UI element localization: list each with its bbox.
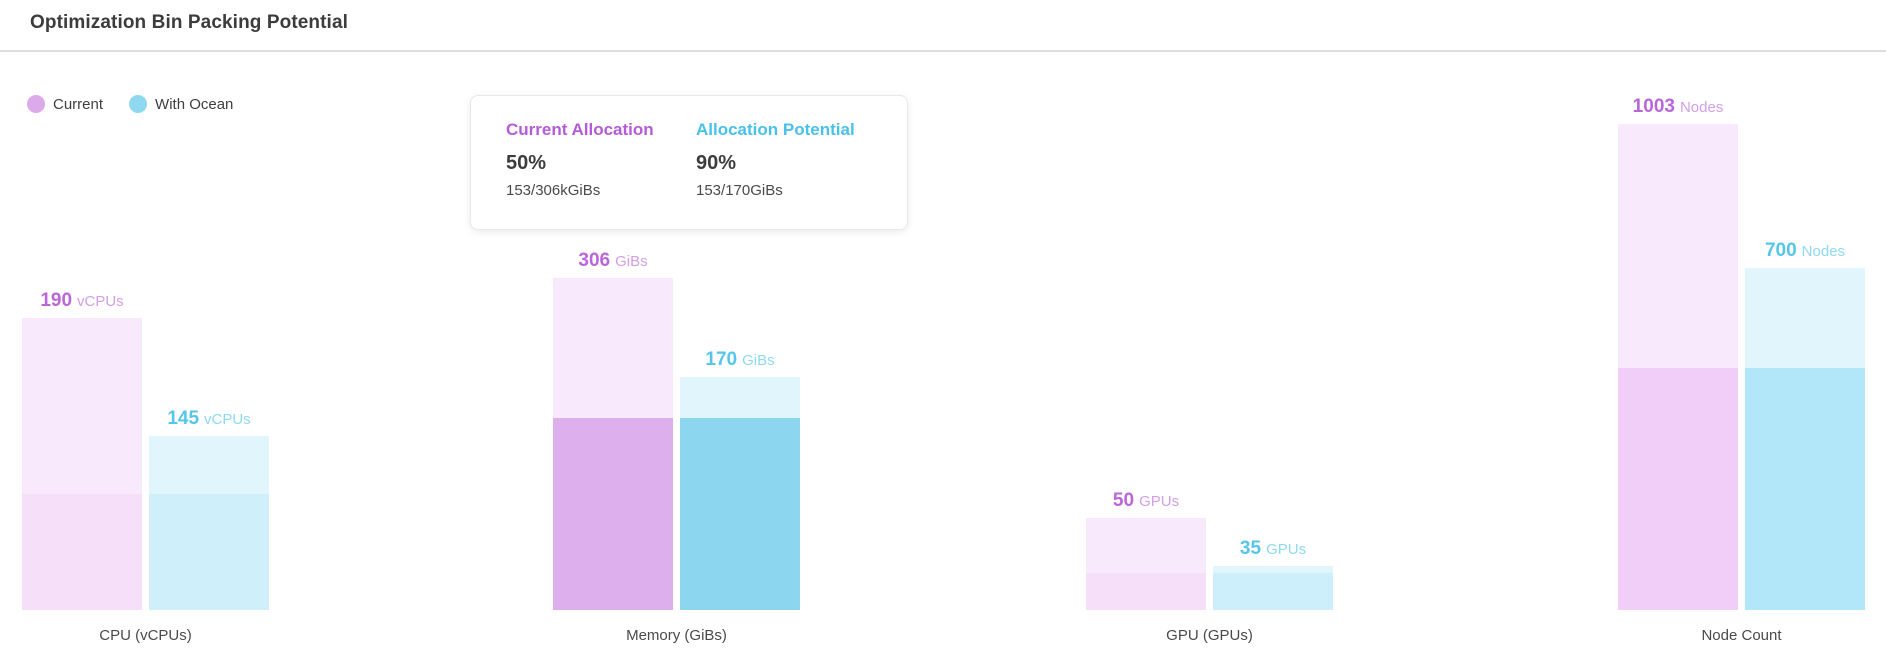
tooltip-column-allocation-potential: Allocation Potential 90% 153/170GiBs: [696, 120, 886, 229]
legend-item-current[interactable]: Current: [27, 95, 103, 113]
bar-fill-current: [1618, 368, 1738, 610]
bar-group-cpu-vcpus: 190 vCPUs 145 vCPUs CPU (vCPUs): [22, 0, 269, 666]
bar-group-gpu-gpus: 50 GPUs 35 GPUs GPU (GPUs): [1086, 0, 1333, 666]
bar-value-label-with-ocean: 170 GiBs: [705, 350, 774, 369]
legend-item-with-ocean[interactable]: With Ocean: [129, 95, 233, 113]
bar-fill-current: [553, 418, 673, 610]
legend-label-current: Current: [53, 95, 104, 113]
bar-current-cpu-vcpus[interactable]: [22, 318, 142, 610]
bar-value-label-with-ocean: 700 Nodes: [1765, 241, 1845, 260]
bar-with-ocean-node-count[interactable]: [1745, 268, 1865, 610]
bar-fill-with-ocean: [1745, 368, 1865, 610]
legend-label-with-ocean: With Ocean: [155, 95, 234, 113]
bar-unit: vCPUs: [204, 411, 251, 428]
bar-value-label-current: 50 GPUs: [1113, 491, 1179, 510]
bar-fill-with-ocean: [149, 494, 269, 610]
bar-with-ocean-gpu-gpus[interactable]: [1213, 566, 1333, 610]
bar-current-memory-gibs[interactable]: [553, 278, 673, 610]
axis-label-memory-gibs: Memory (GiBs): [626, 627, 727, 644]
bar-unit: GiBs: [615, 253, 648, 270]
bar-value: 190: [40, 290, 73, 311]
bar-with-ocean-cpu-vcpus[interactable]: [149, 436, 269, 610]
bar-value-label-with-ocean: 145 vCPUs: [167, 409, 250, 428]
bar-with-ocean-memory-gibs[interactable]: [680, 377, 800, 610]
bar-value: 35: [1239, 538, 1262, 559]
tooltip-detail-current-allocation: 153/306kGiBs: [506, 182, 601, 199]
bar-value-label-with-ocean: 35 GPUs: [1240, 539, 1306, 558]
tooltip-title-current-allocation: Current Allocation: [506, 120, 654, 139]
bar-group-node-count: 1003 Nodes 700 Nodes Node Count: [1618, 0, 1865, 666]
axis-label-node-count: Node Count: [1701, 627, 1782, 644]
bar-unit: GPUs: [1139, 493, 1180, 510]
allocation-tooltip: Current Allocation 50% 153/306kGiBs Allocat…: [470, 95, 908, 230]
tooltip-column-current-allocation: Current Allocation 50% 153/306kGiBs: [506, 120, 696, 229]
bar-value: 1003: [1632, 96, 1675, 117]
bar-value: 50: [1112, 490, 1135, 511]
legend-swatch-with-ocean: [129, 95, 148, 113]
bar-unit: Nodes: [1801, 243, 1846, 260]
tooltip-detail-allocation-potential: 153/170GiBs: [696, 182, 783, 199]
bar-unit: GiBs: [742, 352, 775, 369]
legend-swatch-current: [27, 95, 45, 113]
bar-unit: GPUs: [1266, 541, 1307, 558]
bar-value: 700: [1764, 240, 1797, 261]
bar-value-label-current: 306 GiBs: [578, 251, 647, 270]
header-divider: [0, 50, 1886, 52]
bar-value: 170: [705, 349, 738, 370]
tooltip-title-allocation-potential: Allocation Potential: [696, 120, 855, 139]
bar-value: 145: [167, 408, 200, 429]
bar-group-memory-gibs: 306 GiBs 170 GiBs Memory (GiBs): [553, 0, 800, 666]
bar-fill-with-ocean: [680, 418, 800, 610]
bar-value-label-current: 1003 Nodes: [1633, 97, 1724, 116]
tooltip-percent-current-allocation: 50%: [506, 152, 547, 174]
bar-fill-with-ocean: [1213, 573, 1333, 610]
bar-value: 306: [578, 250, 611, 271]
bar-value-label-current: 190 vCPUs: [40, 291, 123, 310]
chart-legend: Current With Ocean: [27, 95, 233, 113]
bar-unit: Nodes: [1679, 99, 1724, 116]
tooltip-percent-allocation-potential: 90%: [696, 152, 737, 174]
page-title: Optimization Bin Packing Potential: [30, 12, 348, 33]
axis-label-cpu-vcpus: CPU (vCPUs): [99, 627, 192, 644]
bar-fill-current: [22, 494, 142, 610]
bar-fill-current: [1086, 573, 1206, 610]
bar-current-node-count[interactable]: [1618, 124, 1738, 610]
axis-label-gpu-gpus: GPU (GPUs): [1166, 627, 1253, 644]
bar-current-gpu-gpus[interactable]: [1086, 518, 1206, 610]
bar-unit: vCPUs: [77, 293, 124, 310]
